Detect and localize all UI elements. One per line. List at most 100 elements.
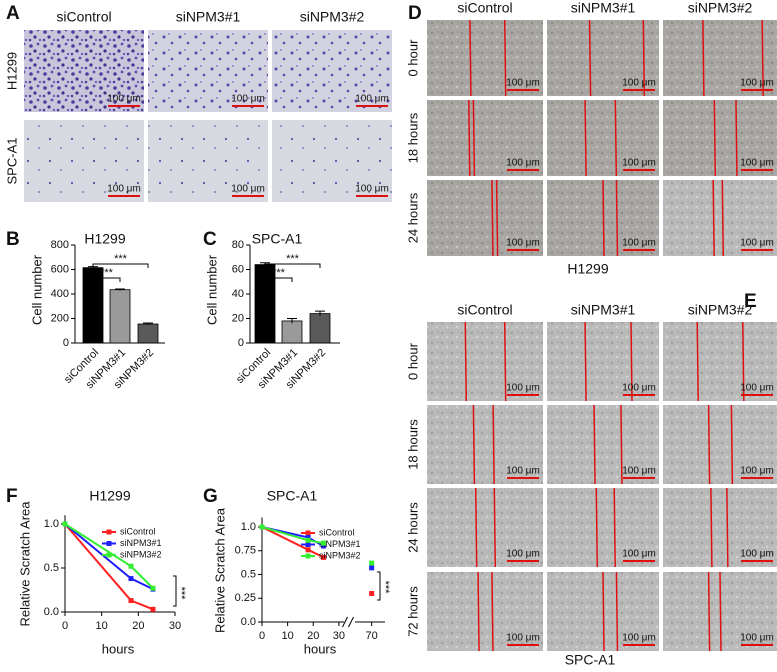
micrograph bbox=[427, 322, 543, 401]
scratch-edge bbox=[491, 571, 494, 652]
panel-letter: E bbox=[744, 291, 757, 312]
micrograph bbox=[547, 100, 659, 176]
scale-bar-label: 100 μm bbox=[355, 94, 389, 105]
column-header: siNPM3#1 bbox=[571, 0, 636, 16]
micrograph bbox=[24, 120, 144, 202]
error-bar bbox=[143, 322, 153, 325]
scratch-edge bbox=[503, 321, 507, 402]
scale-bar-label: 100 μm bbox=[622, 78, 656, 89]
scratch-edge bbox=[730, 404, 734, 485]
y-tick-label: 80 bbox=[232, 239, 244, 251]
scale-bar-label: 100 μm bbox=[506, 158, 540, 169]
point bbox=[305, 534, 311, 540]
scratch-edge bbox=[588, 19, 592, 97]
row-label: 72 hours bbox=[405, 586, 420, 637]
significance: *** bbox=[379, 581, 391, 595]
micrograph bbox=[663, 405, 777, 484]
y-axis-label: Cell number bbox=[204, 254, 219, 325]
scale-bar-label: 100 μm bbox=[506, 549, 540, 560]
scratch-edge bbox=[721, 179, 725, 257]
x-tick-label: 10 bbox=[282, 630, 294, 642]
scale-bar-label: 100 μm bbox=[622, 466, 656, 477]
scratch-edge bbox=[615, 571, 619, 652]
scale-bar-label: 100 μm bbox=[506, 633, 540, 644]
significance: *** bbox=[175, 587, 187, 601]
scale-bar-label: 100 μm bbox=[740, 238, 774, 249]
scale-bar-label: 100 μm bbox=[355, 184, 389, 195]
scratch-edge bbox=[503, 19, 507, 97]
significance-bracket bbox=[264, 263, 321, 268]
point bbox=[321, 554, 326, 560]
micrograph bbox=[663, 180, 777, 256]
scale-bar-label: 100 μm bbox=[506, 78, 540, 89]
row-label: 24 hours bbox=[405, 192, 420, 243]
scratch-edge bbox=[696, 321, 699, 402]
micrograph bbox=[148, 30, 268, 112]
legend-label: siNPM3#2 bbox=[120, 549, 162, 559]
micrograph bbox=[663, 322, 777, 401]
caption: SPC-A1 bbox=[565, 652, 616, 668]
micrograph bbox=[427, 572, 543, 651]
scratch-edge bbox=[602, 179, 605, 257]
y-tick-label: 400 bbox=[51, 288, 69, 300]
scratch-edge bbox=[584, 99, 587, 177]
micrograph bbox=[547, 405, 659, 484]
scratch-edge bbox=[584, 321, 587, 402]
scratch-edge bbox=[472, 404, 476, 485]
micrograph bbox=[547, 20, 659, 96]
x-tick-label: 20 bbox=[132, 620, 144, 632]
scratch-edge bbox=[464, 321, 468, 402]
row-label: 18 hours bbox=[405, 419, 420, 470]
scratch-edge bbox=[735, 99, 738, 177]
legend-label: siControl bbox=[319, 527, 355, 537]
series-line bbox=[64, 523, 154, 611]
point bbox=[62, 521, 68, 527]
y-axis-label: Relative Scratch Area bbox=[17, 501, 32, 627]
scale-bar-label: 100 μm bbox=[740, 633, 774, 644]
axis-break bbox=[342, 616, 354, 628]
point bbox=[305, 547, 311, 553]
scratch-edge bbox=[726, 487, 729, 568]
micrograph bbox=[272, 30, 392, 112]
y-tick-label: 0.5 bbox=[241, 568, 256, 580]
series-line bbox=[261, 526, 324, 545]
x-tick-label: 30 bbox=[169, 620, 181, 632]
legend-label: siNPM3#1 bbox=[120, 538, 162, 548]
point bbox=[128, 576, 134, 582]
panel-letter: D bbox=[408, 3, 422, 24]
scratch-edge bbox=[615, 179, 619, 257]
scale-bar-label: 100 μm bbox=[506, 238, 540, 249]
micrograph bbox=[547, 488, 659, 567]
significance-bracket bbox=[173, 575, 177, 607]
x-tick-label: 10 bbox=[96, 620, 108, 632]
panel-letter: B bbox=[6, 229, 20, 250]
row-label: 18 hours bbox=[405, 112, 420, 163]
panel-letter: F bbox=[6, 486, 18, 507]
column-header: siNPM3#2 bbox=[688, 0, 753, 16]
x-axis-label: hours bbox=[102, 641, 135, 656]
scratch-edge bbox=[707, 404, 711, 485]
micrograph bbox=[663, 488, 777, 567]
row-label: SPC-A1 bbox=[4, 138, 19, 185]
micrograph bbox=[547, 322, 659, 401]
column-header: siNPM3#1 bbox=[571, 302, 636, 318]
row-label: H1299 bbox=[4, 52, 19, 90]
x-tick-label: 0 bbox=[62, 620, 68, 632]
y-tick-label: 40 bbox=[232, 288, 244, 300]
row-label: 0 hour bbox=[405, 39, 420, 77]
point bbox=[128, 598, 134, 604]
scratch-edge bbox=[593, 404, 596, 485]
scale-bar-label: 100 μm bbox=[231, 94, 265, 105]
y-tick-label: 20 bbox=[232, 312, 244, 324]
scale-bar-label: 100 μm bbox=[622, 383, 656, 394]
x-tick-label: 30 bbox=[333, 630, 345, 642]
scale-bar-label: 100 μm bbox=[622, 549, 656, 560]
scale-bar-label: 100 μm bbox=[506, 466, 540, 477]
scratch-edge bbox=[595, 487, 599, 568]
scale-bar-label: 100 μm bbox=[740, 549, 774, 560]
legend-marker bbox=[305, 530, 311, 536]
column-header: siNPM3#1 bbox=[176, 9, 241, 25]
point bbox=[369, 565, 375, 571]
micrograph bbox=[427, 20, 543, 96]
y-tick-label: 0 bbox=[63, 337, 69, 349]
